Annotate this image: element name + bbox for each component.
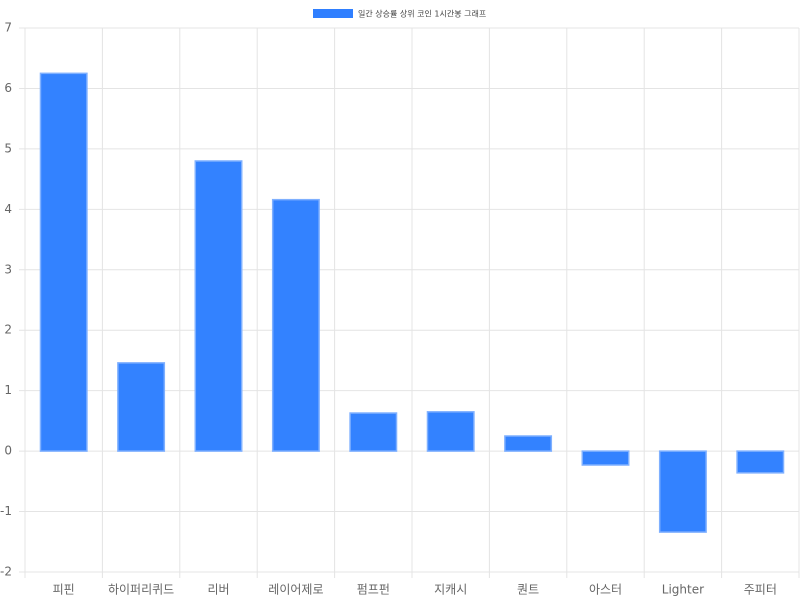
bar [349, 412, 398, 452]
y-tick-label: 6 [4, 81, 12, 95]
y-tick-label: 1 [4, 383, 12, 397]
y-tick-label: 3 [4, 262, 12, 276]
y-tick-label: -1 [0, 504, 12, 518]
bar [736, 450, 785, 474]
x-tick-label: 펌프펀 [357, 583, 390, 597]
y-tick-label: 2 [4, 323, 12, 337]
x-tick-label: 하이퍼리퀴드 [108, 583, 174, 597]
x-tick-label: 아스터 [589, 583, 622, 597]
bar [271, 198, 320, 452]
bar [504, 435, 553, 452]
y-tick-label: -2 [0, 565, 12, 579]
y-tick-label: 5 [4, 141, 12, 155]
bar [39, 72, 88, 452]
x-tick-label: 퀀트 [517, 583, 539, 597]
bar [581, 450, 630, 466]
x-tick-label: 주피터 [744, 583, 777, 597]
x-tick-label: 피핀 [53, 583, 75, 597]
x-tick-label: 지캐시 [434, 583, 467, 597]
bar [194, 160, 243, 452]
legend-swatch [313, 9, 353, 18]
y-tick-label: 7 [4, 21, 12, 35]
y-tick-label: 0 [4, 444, 12, 458]
bar [658, 450, 707, 533]
y-tick-label: 4 [4, 202, 12, 216]
x-tick-label: 리버 [207, 583, 229, 597]
x-tick-label: 레이어제로 [268, 583, 323, 597]
x-tick-label: Lighter [662, 583, 704, 597]
legend-label: 일간 상승률 상위 코인 1시간봉 그래프 [358, 9, 486, 19]
bar [426, 411, 475, 452]
bar [117, 362, 166, 452]
